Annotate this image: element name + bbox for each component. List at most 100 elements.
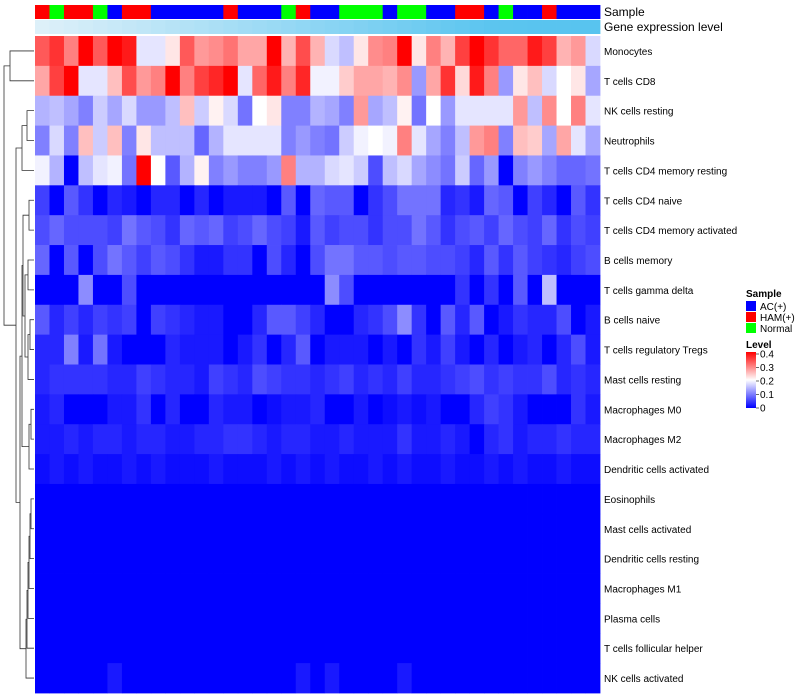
heatmap-cell [469,424,485,455]
heatmap-cell [397,245,413,276]
heatmap-cell [571,543,586,574]
heatmap-cell [440,633,456,664]
heatmap-cell [165,215,181,246]
heatmap-cell [92,245,108,276]
heatmap-cell [179,155,195,186]
heatmap-cell [324,513,340,545]
heatmap-cell [295,603,311,634]
heatmap-cell [237,334,253,365]
heatmap-cell [223,483,239,515]
heatmap-cell [542,274,557,306]
heatmap-cell [78,424,94,455]
heatmap-cell [571,603,586,634]
heatmap-cell [136,394,152,425]
heatmap-cell [121,274,137,306]
heatmap-cell [353,245,369,276]
heatmap-cell [368,185,384,216]
heatmap-cell [150,215,166,246]
heatmap-cell [92,663,108,694]
heatmap-cell [107,573,123,604]
heatmap-cell [208,364,224,395]
heatmap-cell [179,125,195,156]
heatmap-cell [223,334,239,365]
expression-annotation-cell [484,20,499,34]
heatmap-cell [484,155,499,186]
heatmap-cell [556,424,572,455]
row-label: Dendritic cells activated [604,465,709,476]
heatmap-cell [150,603,166,634]
heatmap-cell [397,125,413,156]
heatmap-cell [513,155,528,186]
heatmap-cell [339,394,355,425]
sample-annotation-cell [556,5,572,19]
sample-annotation-cell [484,5,499,19]
heatmap-cell [542,215,557,246]
heatmap-cell [339,513,355,545]
heatmap-cell [324,603,340,634]
heatmap-cell [310,125,326,156]
expression-annotation-cell [440,20,456,34]
heatmap-cell [92,454,108,485]
heatmap-cell [252,155,268,186]
heatmap-cell [237,215,253,246]
heatmap-cell [440,603,456,634]
heatmap-cell [150,633,166,664]
heatmap-cell [382,274,398,306]
heatmap-cell [208,125,224,156]
heatmap-cell [237,36,253,67]
heatmap-cell [426,454,442,485]
heatmap-cell [411,334,427,365]
heatmap-cell [121,304,137,336]
row-label: T cells CD8 [604,77,656,88]
sample-legend: Sample AC(+)HAM(+)Normal [746,289,795,335]
heatmap-cell [223,663,239,694]
heatmap-cell [339,155,355,186]
heatmap-cell [266,274,282,306]
heatmap-cell [426,304,442,336]
heatmap-cell [63,633,79,664]
heatmap-cell [498,215,514,246]
heatmap-cell [78,245,94,276]
heatmap-cell [571,424,586,455]
heatmap-cell [208,603,224,634]
heatmap-cell [571,95,586,126]
heatmap-cell [136,663,152,694]
heatmap-cell [527,454,543,485]
heatmap-cell [527,424,543,455]
heatmap-cell [484,334,499,365]
heatmap-cell [397,304,413,336]
heatmap-cell [35,633,50,664]
heatmap-cell [136,454,152,485]
heatmap-cell [455,573,471,604]
heatmap-cell [324,245,340,276]
heatmap-cell [281,125,297,156]
heatmap-cell [295,424,311,455]
heatmap-cell [469,125,485,156]
heatmap-cell [179,334,195,365]
heatmap-cell [165,454,181,485]
heatmap-cell [266,394,282,425]
heatmap-cell [78,543,94,574]
heatmap-cell [556,95,572,126]
heatmap-cell [484,95,499,126]
heatmap-cell [527,603,543,634]
heatmap-cell [295,513,311,545]
heatmap-cell [411,215,427,246]
heatmap-cell [237,155,253,186]
row-label: T cells gamma delta [604,286,694,297]
heatmap-cell [513,185,528,216]
heatmap-cell [542,65,557,97]
heatmap-cell [49,95,65,126]
row-label: Macrophages M1 [604,584,682,595]
sample-annotation-cell [527,5,543,19]
heatmap-cell [252,334,268,365]
heatmap-cell [237,454,253,485]
heatmap-cell [208,274,224,306]
sample-annotation-cell [339,5,355,19]
row-label: T cells CD4 memory resting [604,166,727,177]
sample-annotation-cell [150,5,166,19]
heatmap-cell [585,185,601,216]
row-label: Dendritic cells resting [604,555,699,566]
heatmap-cell [426,483,442,515]
heatmap-cell [179,36,195,67]
